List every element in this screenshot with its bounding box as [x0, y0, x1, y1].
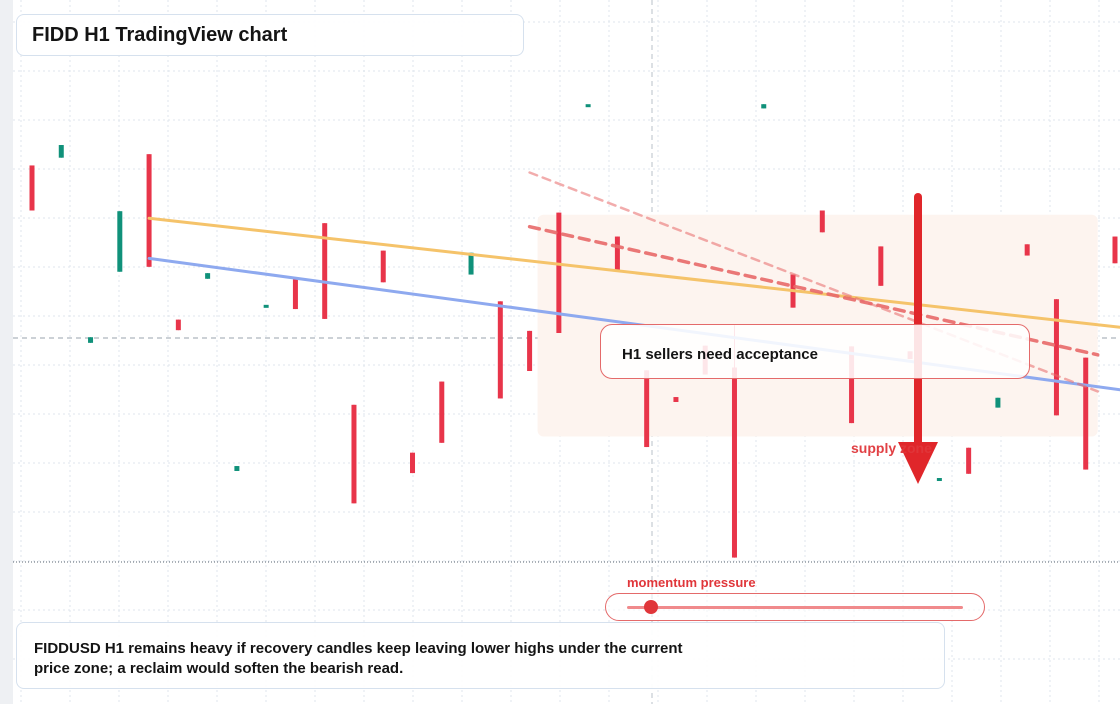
candle-up [585, 104, 591, 108]
chart-title-box: FIDD H1 TradingView chart [16, 14, 524, 56]
summary-text: FIDDUSD H1 remains heavy if recovery can… [34, 640, 683, 677]
candle-down [1024, 244, 1030, 256]
candle-down [351, 404, 357, 504]
candle-up [263, 304, 269, 308]
candle-down [146, 154, 152, 267]
candle-down [175, 319, 181, 331]
left-edge [0, 0, 13, 704]
acceptance-label: H1 sellers need acceptance [622, 346, 818, 363]
candle-up [936, 478, 942, 482]
momentum-track-line [627, 606, 963, 609]
candle-up [58, 145, 64, 158]
candle-down [410, 452, 416, 474]
supply-zone-label: supply zone [851, 440, 932, 456]
candle-down [1053, 299, 1059, 416]
candle-up [117, 211, 123, 272]
candle-down [1083, 357, 1089, 470]
momentum-slider[interactable] [605, 593, 985, 621]
candle-down [439, 381, 445, 443]
chart-title: FIDD H1 TradingView chart [32, 24, 288, 46]
candle-down [380, 250, 386, 283]
bearish-arrow-layer [898, 193, 938, 484]
candle-up [995, 397, 1001, 408]
candle-down [497, 301, 503, 399]
candle-down [556, 212, 562, 333]
trend-line-upper [147, 216, 1120, 329]
candle-up [468, 252, 474, 275]
bearish-arrow-head [898, 442, 938, 484]
candle-down [878, 246, 884, 286]
candle-down [292, 278, 298, 310]
candle-up [88, 337, 94, 343]
momentum-label: momentum pressure [627, 575, 756, 590]
summary-box: FIDDUSD H1 remains heavy if recovery can… [16, 622, 945, 689]
candle-down [731, 367, 737, 558]
candle-up [761, 104, 767, 109]
candle-up [234, 466, 240, 471]
candle-down [966, 447, 972, 474]
candle-down [819, 210, 825, 233]
candle-down [614, 236, 620, 272]
candle-down [29, 165, 35, 211]
candle-down [1112, 236, 1118, 264]
momentum-knob[interactable] [643, 600, 658, 614]
candle-down [322, 223, 328, 319]
candle-down [673, 397, 679, 402]
candle-down [527, 330, 533, 372]
candle-down [849, 346, 855, 424]
acceptance-callout: H1 sellers need acceptance [600, 324, 1030, 379]
candle-down [644, 370, 650, 448]
candle-up [205, 273, 211, 279]
